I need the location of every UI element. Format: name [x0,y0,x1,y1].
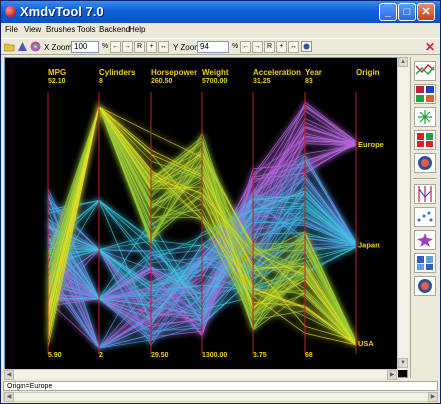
dimensional-stacking-icon [417,133,433,147]
stacking-view-button-2[interactable] [414,253,436,273]
minimize-button[interactable]: _ [379,3,397,21]
scatterplot-view-button[interactable] [414,84,436,104]
yzoom-label: Y Zoom [173,43,201,52]
xzoom-label: X Zoom [44,43,73,52]
axis-name-label: Year [305,68,322,77]
parallel-coords-view-button[interactable] [414,61,436,81]
bottom-scroll-right-icon[interactable]: ▶ [428,392,438,402]
scatterplot-matrix-icon [416,86,434,102]
parallel-lines-icon [418,186,432,202]
axis-name-label: Origin [356,68,380,77]
scatter-dots-icon [417,211,433,222]
axis-max-label: 83 [305,78,313,85]
window-title: XmdvTool 7.0 [20,4,104,19]
grid-blocks-icon [417,256,433,270]
parallel-coordinates-canvas[interactable]: MPG 52.10 5.90 Cylinders 8 2 Horsepower 260.50 2… [4,57,408,378]
star-icon [417,233,433,247]
axis-name-label: Acceleration [253,68,301,77]
y-zoom-in-button[interactable]: + [276,41,287,53]
axis-min-label: 5.90 [48,352,62,359]
axis-min-label: 1300.00 [202,352,227,359]
axis-max-label: 260.50 [151,78,173,85]
axis-max-label: 5700.00 [202,78,227,85]
axis-min-label: 68 [305,352,313,359]
toolbar: X Zoom 100 % ← → R + ↔ Y Zoom 94 % ← → R… [1,38,440,55]
xzoom-percent: % [102,43,109,50]
dimensional-stacking-view-button[interactable] [414,130,436,150]
menu-help[interactable]: Help [129,25,146,34]
y-pan-up-button[interactable]: ← [240,41,251,53]
x-fit-button[interactable]: ↔ [158,41,169,53]
x-zoom-in-button[interactable]: + [146,41,157,53]
axis-name-label: Cylinders [99,68,136,77]
x-reset-button[interactable]: R [134,41,145,53]
bottom-scrollbar[interactable]: ◀ ▶ [3,392,438,402]
circle-target-icon [418,156,432,170]
origin-category-label: USA [358,339,374,348]
star-glyph-view-button[interactable] [414,107,436,127]
axis-name-label: Weight [202,68,229,77]
axis-min-label: 29.50 [151,352,169,359]
xzoom-input[interactable]: 100 [71,41,99,53]
y-pan-down-button[interactable]: → [252,41,263,53]
triangle-icon[interactable] [17,41,28,52]
star-view-button-2[interactable] [414,230,436,250]
status-bar: Origin=Europe [3,381,438,391]
parallel-coords-view-button-2[interactable] [414,184,436,204]
pixel-view-button-2[interactable] [414,276,436,296]
menu-view[interactable]: View [24,25,42,34]
view-selector-panel [410,57,439,378]
pixel-view-button[interactable] [414,153,436,173]
axis-name-label: MPG [48,68,66,77]
scroll-right-arrow-icon[interactable]: ▶ [387,370,397,380]
axis-name-label: Horsepower [151,68,197,77]
bottom-scroll-left-icon[interactable]: ◀ [4,392,14,402]
axis-max-label: 8 [99,78,103,85]
menu-tools[interactable]: Tools [77,25,96,34]
menu-bar: File View Brushes Tools Backend Help [1,23,440,37]
menu-brushes[interactable]: Brushes [46,25,76,34]
origin-category-label: Europe [358,140,384,149]
axis-min-label: 3.75 [253,352,267,359]
x-pan-left-button[interactable]: ← [110,41,121,53]
scroll-up-arrow-icon[interactable]: ▲ [398,57,408,67]
yzoom-input[interactable]: 94 [197,41,229,53]
y-fit-button[interactable]: ↔ [288,41,299,53]
horizontal-scrollbar[interactable]: ◀ ▶ [4,369,398,380]
menu-file[interactable]: File [5,25,18,34]
y-reset-button[interactable]: R [264,41,275,53]
fit-all-icon[interactable] [301,41,312,52]
title-bar: XmdvTool 7.0 _ □ ✕ [1,1,440,23]
axis-max-label: 52.10 [48,78,66,85]
scroll-left-arrow-icon[interactable]: ◀ [4,370,14,380]
axis-max-label: 31.25 [253,78,271,85]
menu-backend[interactable]: Backend [99,25,131,34]
maximize-button[interactable]: □ [398,3,416,21]
close-view-icon[interactable]: ✕ [425,40,436,54]
scatter-view-button-2[interactable] [414,207,436,227]
scroll-down-arrow-icon[interactable]: ▼ [398,358,408,368]
axis-min-label: 2 [99,352,103,359]
color-wheel-icon[interactable] [30,41,41,52]
yzoom-percent: % [232,43,239,50]
close-button[interactable]: ✕ [417,3,435,21]
open-folder-icon[interactable] [4,41,15,52]
origin-category-label: Japan [358,241,380,250]
circle-target-icon-2 [418,279,432,293]
app-icon [5,6,16,17]
parallel-coords-icon [415,62,435,80]
x-pan-right-button[interactable]: → [122,41,133,53]
panel-divider [413,178,437,180]
star-glyph-icon [418,110,432,124]
vertical-scrollbar[interactable]: ▲ ▼ [397,57,409,370]
